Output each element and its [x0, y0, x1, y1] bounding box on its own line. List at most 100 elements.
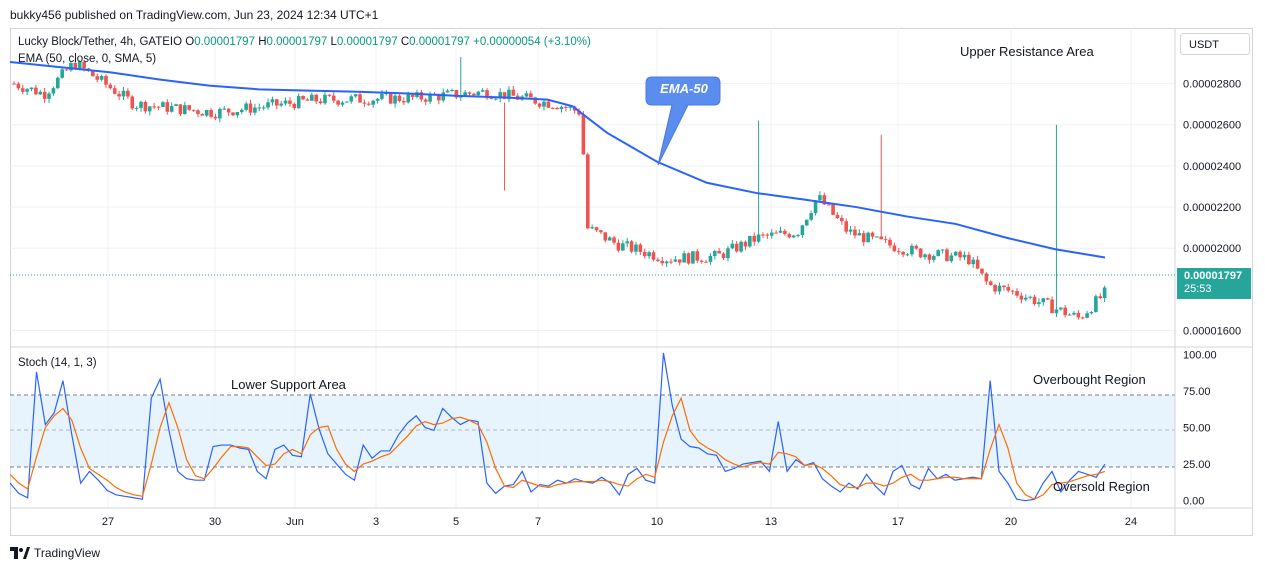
time-tick-label: Jun — [286, 516, 304, 528]
candle-body — [410, 94, 415, 97]
candle-body — [853, 229, 857, 236]
candle-body — [634, 244, 638, 252]
candle-body — [1059, 307, 1063, 310]
candle-body — [494, 98, 498, 100]
candle-body — [1019, 295, 1024, 300]
candle-body — [467, 92, 472, 94]
candle-body — [25, 89, 29, 92]
candle-body — [1067, 314, 1072, 316]
candle-body — [901, 251, 905, 255]
candle-body — [64, 69, 69, 71]
candle-body — [840, 218, 844, 222]
candle-body — [331, 95, 336, 101]
stoch-d-line — [9, 396, 1106, 500]
stoch-band — [10, 395, 1175, 467]
price-tick-label: 0.00002800 — [1183, 79, 1241, 91]
candle-body — [161, 102, 165, 107]
candle-body — [896, 251, 901, 253]
time-tick-label: 24 — [1125, 516, 1137, 528]
price-tick-label: 0.00002400 — [1183, 161, 1241, 173]
candle-body — [861, 233, 866, 243]
candle-body — [196, 110, 200, 114]
bar-countdown: 25:53 — [1184, 283, 1212, 295]
candle-body — [975, 259, 980, 269]
ema-50-line — [9, 60, 1106, 259]
time-tick-label: 13 — [765, 516, 777, 528]
candle-body — [178, 104, 183, 115]
candle-body — [844, 221, 848, 232]
time-tick-label: 20 — [1005, 516, 1017, 528]
candle-body — [559, 106, 564, 110]
candle-body — [169, 105, 174, 112]
candle-body — [546, 101, 551, 108]
tradingview-logo[interactable]: TradingView — [10, 546, 100, 560]
candle-body — [1050, 299, 1054, 314]
candle-body — [660, 260, 665, 264]
candle-body — [616, 242, 621, 251]
candle-body — [831, 204, 835, 215]
candle-body — [270, 99, 275, 103]
candle-body — [244, 103, 248, 110]
ema-line — [9, 60, 1106, 259]
tradingview-icon — [10, 547, 30, 559]
lower-support-label: Lower Support Area — [231, 377, 346, 392]
candle-body — [34, 87, 38, 95]
candle-body — [923, 254, 927, 258]
ohlc-low: 0.00001797 — [336, 36, 398, 48]
branding-text: TradingView — [34, 546, 101, 560]
candle-body — [327, 94, 332, 96]
candle-body — [147, 106, 152, 112]
candle-body — [555, 107, 559, 110]
candle-body — [261, 107, 266, 109]
candle-body — [406, 94, 410, 103]
candle-body — [226, 108, 231, 113]
candle-body — [1072, 312, 1076, 315]
candle-body — [16, 83, 21, 89]
candle-body — [1094, 296, 1098, 312]
ema-legend[interactable]: EMA (50, close, 0, SMA, 5) — [18, 53, 157, 65]
candle-body — [121, 90, 126, 97]
candle-body — [603, 232, 608, 241]
candle-body — [818, 195, 822, 201]
candle-body — [213, 116, 218, 119]
symbol-header: Lucky Block/Tether, 4h, GATEIO O0.000017… — [18, 36, 591, 48]
ohlc-o-label: O — [185, 36, 195, 48]
candle-body — [275, 99, 279, 106]
stoch-legend[interactable]: Stoch (14, 1, 3) — [18, 357, 97, 369]
candle-body — [857, 233, 862, 236]
candle-body — [187, 105, 191, 110]
candle-body — [204, 110, 209, 116]
candle-body — [910, 245, 914, 255]
candle-body — [380, 93, 384, 99]
candle-body — [393, 95, 397, 104]
candle-body — [1023, 297, 1028, 300]
candle-body — [371, 100, 375, 105]
candle-body — [310, 94, 314, 101]
candle-body — [1045, 298, 1050, 300]
stoch-tick-label: 100.00 — [1183, 349, 1217, 361]
candle-body — [892, 245, 897, 252]
currency-selector[interactable]: USDT — [1180, 33, 1250, 55]
candle-body — [984, 273, 989, 282]
candle-body — [905, 254, 910, 256]
candle-body — [1032, 296, 1037, 305]
candle-body — [502, 92, 507, 100]
candle-body — [489, 98, 494, 100]
candle-body — [485, 90, 489, 99]
candle-body — [629, 241, 634, 252]
ohlc-high: 0.00001797 — [266, 36, 328, 48]
candle-body — [112, 88, 117, 94]
candle-body — [1002, 285, 1006, 288]
candle-body — [756, 234, 761, 242]
candle-body — [222, 108, 227, 110]
candles-group — [12, 56, 1107, 320]
candle-body — [581, 114, 586, 155]
candle-body — [866, 232, 870, 243]
candle-body — [669, 261, 673, 263]
stoch-tick-label: 50.00 — [1183, 423, 1211, 435]
candle-body — [932, 256, 936, 260]
candle-body — [524, 93, 529, 97]
candle-body — [1080, 317, 1085, 319]
candle-body — [1085, 313, 1089, 318]
